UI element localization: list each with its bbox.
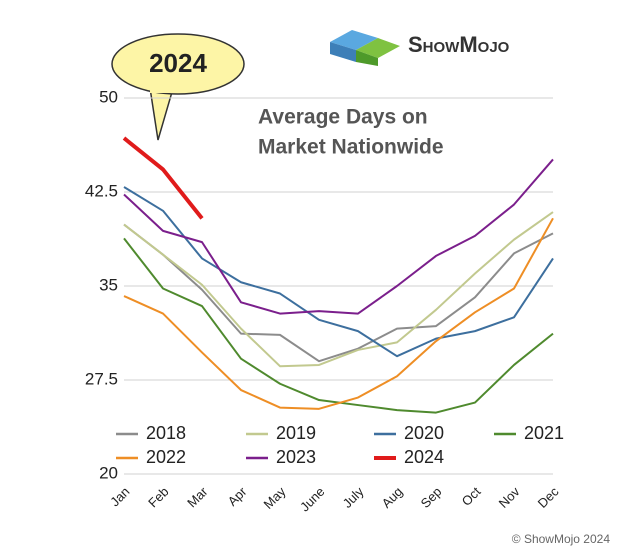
y-tick-label: 35	[99, 275, 118, 294]
legend-label: 2020	[404, 423, 444, 443]
callout-tail	[149, 87, 173, 141]
x-tick-label: Jan	[107, 484, 132, 509]
lines	[122, 136, 554, 414]
x-tick-label: Nov	[496, 484, 523, 511]
series-line	[123, 223, 554, 363]
x-tick-label: Oct	[459, 484, 484, 509]
chart-title: Average Days on	[258, 106, 428, 129]
callout-join	[150, 85, 174, 93]
x-tick-label: Dec	[535, 484, 562, 511]
callout-bubble	[111, 33, 245, 95]
x-tick-label: Feb	[145, 484, 171, 510]
legend-label: 2023	[276, 447, 316, 467]
x-tick-label: Aug	[379, 484, 406, 511]
x-tick-label: Apr	[225, 483, 250, 508]
series-line	[123, 211, 554, 368]
chart-title: Market Nationwide	[258, 136, 444, 159]
x-tick-label: June	[297, 484, 328, 515]
y-tick-label: 50	[99, 87, 118, 106]
y-tick-label: 42.5	[85, 181, 118, 200]
legend-label: 2019	[276, 423, 316, 443]
series-line	[123, 186, 554, 358]
x-tick-label: Sep	[418, 484, 445, 511]
legend-label: 2024	[404, 447, 444, 467]
logo-icon	[330, 30, 400, 66]
logo-text: ShowMojo	[408, 32, 510, 57]
series-line	[122, 136, 204, 220]
x-tick-label: May	[261, 484, 289, 512]
legend-label: 2018	[146, 423, 186, 443]
legend-label: 2021	[524, 423, 564, 443]
series-line	[123, 217, 554, 410]
credit: © ShowMojo 2024	[512, 532, 611, 546]
legend: 2018 2019 2020 2021 2022 2023 2024	[116, 423, 564, 467]
callout-text: 2024	[149, 48, 207, 78]
series-line	[123, 158, 554, 315]
x-tick-label: July	[340, 484, 367, 511]
legend-label: 2022	[146, 447, 186, 467]
x-tick-label: Mar	[184, 483, 211, 510]
y-tick-label: 20	[99, 463, 118, 482]
y-tick-label: 27.5	[85, 369, 118, 388]
